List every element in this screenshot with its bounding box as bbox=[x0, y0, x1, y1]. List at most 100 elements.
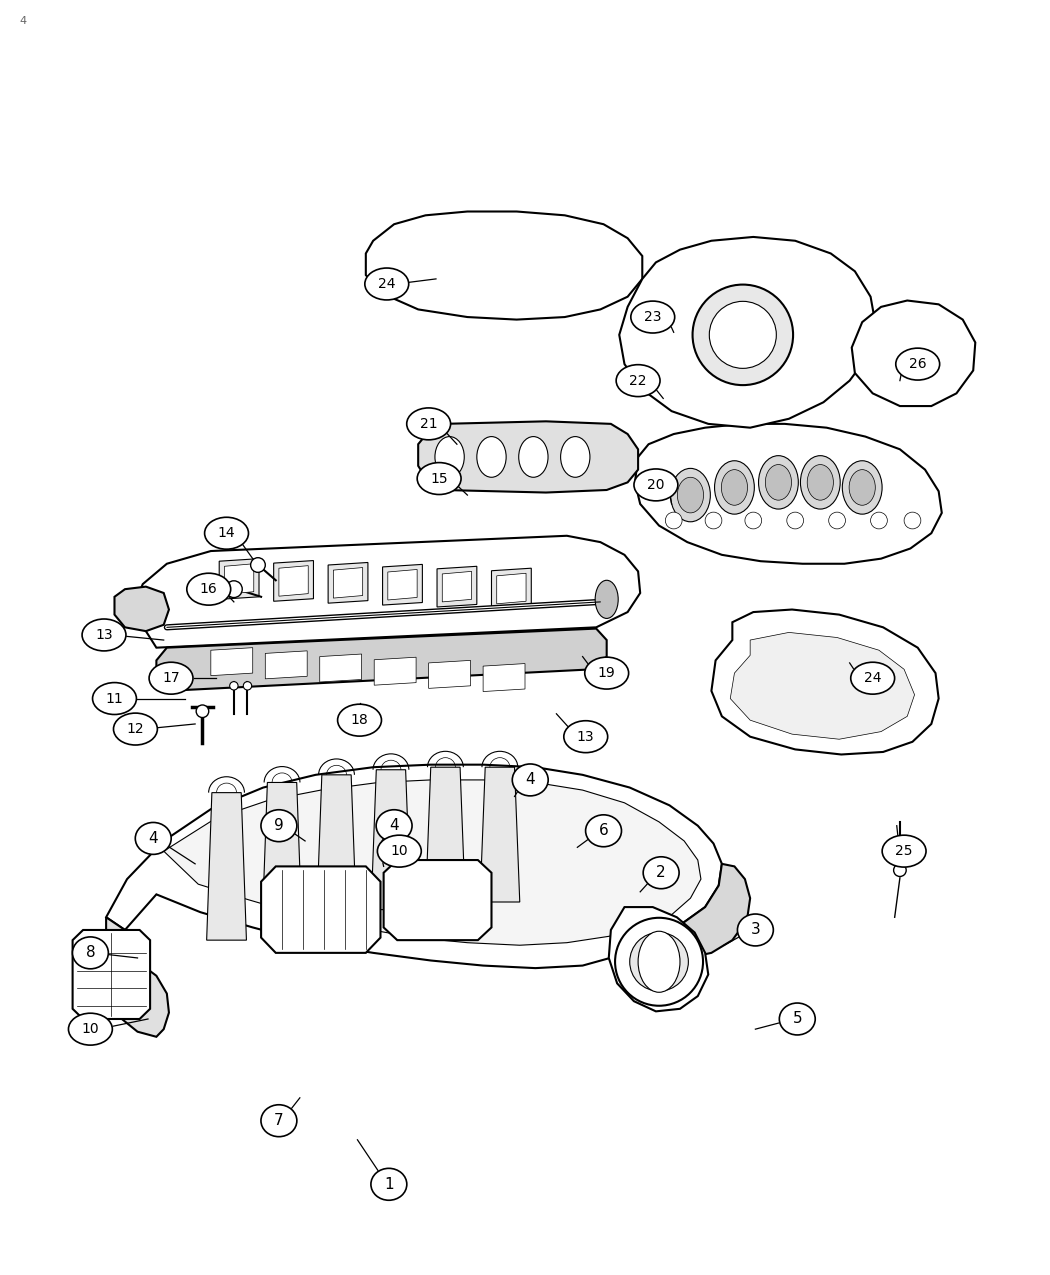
Text: 1: 1 bbox=[384, 1177, 394, 1192]
Polygon shape bbox=[497, 574, 526, 604]
Ellipse shape bbox=[377, 835, 421, 867]
Polygon shape bbox=[135, 536, 640, 648]
Polygon shape bbox=[320, 654, 361, 682]
Ellipse shape bbox=[882, 835, 926, 867]
Ellipse shape bbox=[561, 436, 590, 477]
Ellipse shape bbox=[849, 469, 876, 505]
Polygon shape bbox=[852, 301, 975, 405]
Ellipse shape bbox=[564, 720, 608, 752]
Circle shape bbox=[744, 513, 761, 529]
Ellipse shape bbox=[737, 914, 774, 946]
Ellipse shape bbox=[896, 348, 940, 380]
Polygon shape bbox=[317, 775, 356, 917]
Ellipse shape bbox=[519, 436, 548, 477]
Polygon shape bbox=[225, 564, 254, 594]
Polygon shape bbox=[374, 657, 416, 685]
Polygon shape bbox=[72, 929, 150, 1019]
Text: 5: 5 bbox=[793, 1011, 802, 1026]
Polygon shape bbox=[428, 660, 470, 689]
Circle shape bbox=[230, 682, 238, 690]
Text: 20: 20 bbox=[647, 478, 665, 492]
Circle shape bbox=[828, 513, 845, 529]
Text: 10: 10 bbox=[391, 844, 408, 858]
Circle shape bbox=[226, 581, 243, 598]
Ellipse shape bbox=[113, 713, 158, 745]
Polygon shape bbox=[279, 566, 309, 597]
Ellipse shape bbox=[850, 662, 895, 694]
Polygon shape bbox=[437, 566, 477, 607]
Polygon shape bbox=[371, 770, 411, 909]
Text: 8: 8 bbox=[86, 945, 96, 960]
Text: 24: 24 bbox=[378, 277, 396, 291]
Ellipse shape bbox=[585, 657, 629, 688]
Polygon shape bbox=[333, 567, 362, 598]
Ellipse shape bbox=[187, 574, 231, 606]
Circle shape bbox=[870, 513, 887, 529]
Circle shape bbox=[786, 513, 803, 529]
Polygon shape bbox=[164, 780, 701, 945]
Polygon shape bbox=[730, 632, 915, 739]
Text: 22: 22 bbox=[629, 374, 647, 388]
Polygon shape bbox=[211, 648, 253, 676]
Ellipse shape bbox=[586, 815, 622, 847]
Ellipse shape bbox=[638, 931, 680, 992]
Ellipse shape bbox=[72, 937, 108, 969]
Polygon shape bbox=[712, 609, 939, 755]
Ellipse shape bbox=[779, 1003, 815, 1035]
Circle shape bbox=[244, 682, 252, 690]
Polygon shape bbox=[266, 650, 308, 678]
Ellipse shape bbox=[417, 463, 461, 495]
Polygon shape bbox=[620, 237, 876, 427]
Text: 18: 18 bbox=[351, 713, 369, 727]
Text: 16: 16 bbox=[200, 583, 217, 597]
Ellipse shape bbox=[671, 468, 711, 521]
Circle shape bbox=[615, 918, 704, 1006]
Polygon shape bbox=[659, 864, 750, 958]
Polygon shape bbox=[491, 569, 531, 609]
Polygon shape bbox=[262, 783, 302, 927]
Text: 15: 15 bbox=[430, 472, 448, 486]
Ellipse shape bbox=[721, 469, 748, 505]
Polygon shape bbox=[365, 212, 643, 320]
Text: 4: 4 bbox=[390, 819, 399, 833]
Ellipse shape bbox=[677, 477, 704, 513]
Text: 24: 24 bbox=[864, 671, 881, 685]
Ellipse shape bbox=[616, 365, 660, 397]
Ellipse shape bbox=[807, 464, 834, 500]
Text: 3: 3 bbox=[751, 923, 760, 937]
Polygon shape bbox=[274, 561, 314, 602]
Text: 25: 25 bbox=[896, 844, 912, 858]
Circle shape bbox=[251, 557, 266, 572]
Ellipse shape bbox=[512, 764, 548, 796]
Text: 12: 12 bbox=[127, 722, 144, 736]
Text: 23: 23 bbox=[644, 310, 662, 324]
Polygon shape bbox=[442, 571, 471, 602]
Polygon shape bbox=[483, 663, 525, 691]
Ellipse shape bbox=[765, 464, 792, 500]
Circle shape bbox=[666, 513, 683, 529]
Text: 13: 13 bbox=[96, 629, 112, 641]
Circle shape bbox=[630, 932, 689, 991]
Ellipse shape bbox=[715, 460, 754, 514]
Text: 9: 9 bbox=[274, 819, 284, 833]
Polygon shape bbox=[261, 867, 380, 952]
Ellipse shape bbox=[842, 460, 882, 514]
Ellipse shape bbox=[205, 518, 249, 550]
Circle shape bbox=[904, 513, 921, 529]
Text: 14: 14 bbox=[217, 527, 235, 541]
Polygon shape bbox=[418, 421, 638, 492]
Ellipse shape bbox=[92, 682, 136, 714]
Polygon shape bbox=[328, 562, 368, 603]
Ellipse shape bbox=[800, 455, 840, 509]
Polygon shape bbox=[425, 768, 465, 904]
Ellipse shape bbox=[135, 822, 171, 854]
Ellipse shape bbox=[149, 662, 193, 694]
Polygon shape bbox=[207, 793, 247, 940]
Ellipse shape bbox=[68, 1014, 112, 1046]
Ellipse shape bbox=[634, 469, 678, 501]
Ellipse shape bbox=[338, 704, 381, 736]
Text: 19: 19 bbox=[597, 666, 615, 680]
Ellipse shape bbox=[261, 810, 297, 842]
Polygon shape bbox=[106, 765, 722, 968]
Text: 11: 11 bbox=[106, 691, 123, 705]
